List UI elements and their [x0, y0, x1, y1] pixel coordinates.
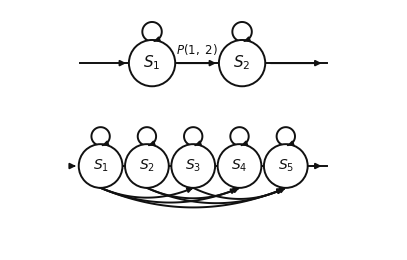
Circle shape — [79, 144, 123, 188]
Text: $P(1,\ 2)$: $P(1,\ 2)$ — [176, 42, 218, 57]
Text: $S_2$: $S_2$ — [233, 54, 251, 73]
Text: $S_2$: $S_2$ — [139, 158, 155, 174]
Circle shape — [218, 144, 261, 188]
Circle shape — [264, 144, 308, 188]
Text: $S_3$: $S_3$ — [185, 158, 201, 174]
Text: $S_1$: $S_1$ — [92, 158, 109, 174]
Text: $S_1$: $S_1$ — [143, 54, 161, 73]
Circle shape — [125, 144, 169, 188]
Circle shape — [219, 40, 265, 86]
Text: $S_5$: $S_5$ — [278, 158, 294, 174]
Circle shape — [171, 144, 215, 188]
Circle shape — [129, 40, 175, 86]
Text: $S_4$: $S_4$ — [231, 158, 248, 174]
